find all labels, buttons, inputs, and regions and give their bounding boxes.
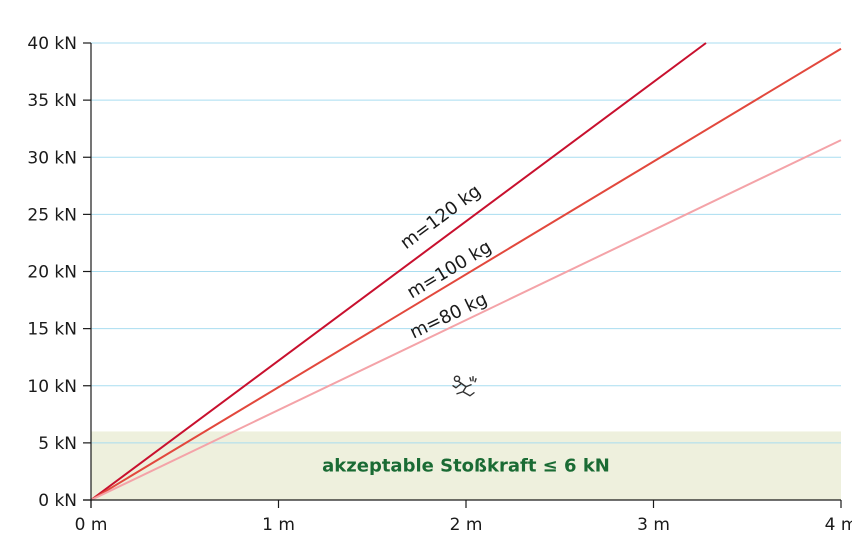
y-tick-label: 5 kN: [38, 434, 77, 454]
y-tick-label: 30 kN: [27, 148, 77, 168]
zone-label: akzeptable Stoßkraft ≤ 6 kN: [322, 456, 610, 477]
x-tick-label: 3 m: [637, 515, 670, 535]
series-line: [90, 139, 842, 501]
x-tick-label: 2 m: [450, 515, 483, 535]
series-line: [90, 42, 707, 501]
x-tick-label: 0 m: [75, 515, 108, 535]
icon-body: [452, 381, 475, 397]
x-tick-label: 4 m: [825, 515, 852, 535]
icon-motion: [469, 376, 477, 383]
y-tick-label: 35 kN: [27, 91, 77, 111]
x-tick-label: 1 m: [262, 515, 295, 535]
y-tick-label: 10 kN: [27, 377, 77, 397]
y-tick-label: 25 kN: [27, 205, 77, 225]
y-tick-label: 20 kN: [27, 263, 77, 283]
icon-head: [453, 375, 461, 383]
series-line: [90, 47, 842, 501]
y-tick-label: 0 kN: [38, 491, 77, 511]
y-tick-label: 15 kN: [27, 320, 77, 340]
y-tick-label: 40 kN: [27, 34, 77, 54]
falling-person-icon: [452, 375, 477, 397]
